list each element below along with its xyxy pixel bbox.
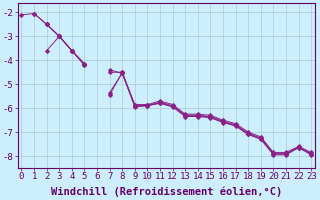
X-axis label: Windchill (Refroidissement éolien,°C): Windchill (Refroidissement éolien,°C) bbox=[51, 187, 282, 197]
